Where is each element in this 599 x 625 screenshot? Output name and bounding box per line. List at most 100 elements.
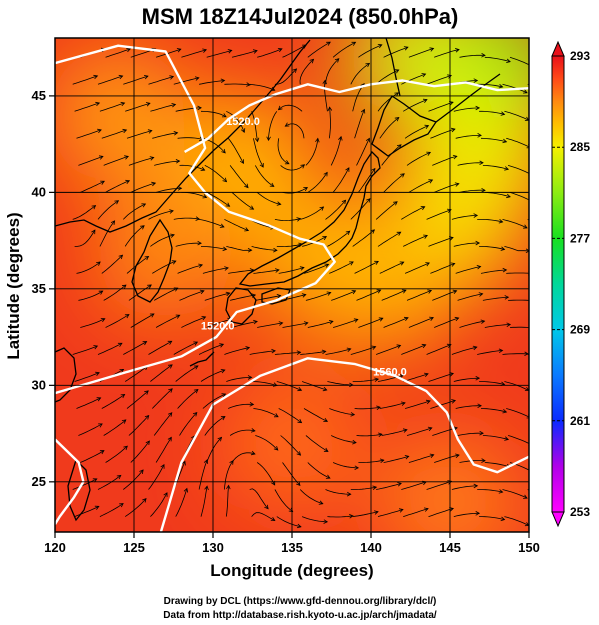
streamline-arrowhead bbox=[244, 183, 249, 189]
streamline-arrowhead bbox=[334, 58, 340, 63]
streamline-arrowhead bbox=[502, 409, 508, 414]
streamline-arrowhead bbox=[192, 412, 198, 417]
streamline bbox=[453, 512, 480, 517]
streamline-arrowhead bbox=[94, 505, 100, 510]
streamline-arrowhead bbox=[372, 485, 378, 491]
streamline-arrowhead bbox=[475, 376, 481, 381]
streamline bbox=[200, 110, 227, 118]
streamline-arrowhead bbox=[183, 487, 189, 493]
streamline-arrowhead bbox=[95, 101, 101, 107]
streamline-arrowhead bbox=[315, 137, 320, 143]
streamline-arrowhead bbox=[296, 350, 302, 355]
streamline bbox=[350, 198, 371, 220]
streamline-arrowhead bbox=[297, 418, 303, 424]
streamline bbox=[105, 445, 128, 463]
streamline-arrowhead bbox=[239, 159, 244, 165]
streamline bbox=[331, 290, 356, 301]
streamline-arrowhead bbox=[167, 412, 173, 417]
streamline bbox=[406, 290, 432, 301]
streamline bbox=[206, 318, 232, 328]
streamline bbox=[101, 254, 123, 274]
streamline bbox=[177, 389, 199, 409]
streamline-arrowhead bbox=[365, 62, 371, 68]
streamline-arrowhead bbox=[251, 293, 257, 298]
streamline-arrowhead bbox=[479, 160, 484, 166]
streamline-arrowhead bbox=[175, 159, 181, 164]
contour-label: 1520.0 bbox=[226, 116, 260, 128]
streamline bbox=[325, 489, 351, 495]
streamline bbox=[155, 314, 180, 328]
streamline-arrowhead bbox=[328, 320, 334, 325]
streamline bbox=[280, 294, 306, 301]
streamline-arrowhead bbox=[349, 261, 354, 266]
streamline-arrowhead bbox=[475, 105, 481, 111]
streamline bbox=[502, 353, 529, 355]
streamline bbox=[406, 427, 432, 436]
streamline-arrowhead bbox=[371, 167, 376, 173]
colorbar: 293 285 277 269 261 253 bbox=[551, 40, 590, 528]
streamline bbox=[307, 462, 331, 479]
streamline-arrowhead bbox=[394, 69, 400, 74]
streamline-arrowhead bbox=[197, 105, 202, 111]
streamline-arrowhead bbox=[259, 162, 264, 168]
streamline bbox=[257, 48, 283, 58]
streamline bbox=[530, 246, 555, 253]
colorbar-tick-label: 285 bbox=[570, 140, 590, 154]
streamline bbox=[484, 56, 511, 63]
streamline bbox=[181, 49, 207, 58]
streamline bbox=[307, 41, 331, 58]
streamline bbox=[128, 157, 154, 166]
streamline-arrowhead bbox=[399, 374, 404, 379]
streamline bbox=[99, 503, 124, 517]
streamline bbox=[329, 261, 354, 274]
streamline bbox=[428, 508, 454, 517]
streamline-arrowhead bbox=[264, 504, 269, 510]
streamline-arrowhead bbox=[425, 262, 430, 267]
streamline bbox=[527, 83, 529, 86]
streamline bbox=[404, 125, 429, 139]
streamline-arrowhead bbox=[149, 156, 155, 161]
streamline-arrowhead bbox=[396, 144, 402, 149]
streamline-arrowhead bbox=[249, 402, 255, 407]
streamline bbox=[105, 48, 131, 58]
streamline-arrowhead bbox=[125, 179, 131, 185]
streamline-arrowhead bbox=[273, 445, 279, 451]
streamline-arrowhead bbox=[296, 481, 301, 487]
streamline bbox=[403, 99, 428, 112]
streamline-arrowhead bbox=[168, 388, 173, 393]
streamline bbox=[331, 435, 357, 443]
streamline-arrowhead bbox=[322, 79, 327, 85]
streamline bbox=[177, 137, 204, 140]
lon-tick-label: 130 bbox=[202, 540, 224, 555]
streamline-arrowhead bbox=[401, 289, 407, 294]
streamline bbox=[103, 419, 127, 436]
streamline bbox=[426, 75, 452, 85]
streamline bbox=[200, 486, 208, 517]
streamline-arrowhead bbox=[204, 485, 209, 491]
streamline-arrowhead bbox=[124, 314, 130, 319]
streamline bbox=[502, 219, 528, 229]
streamline bbox=[358, 44, 382, 58]
streamline bbox=[76, 261, 101, 274]
streamline bbox=[72, 345, 98, 355]
streamline bbox=[148, 340, 172, 355]
streamline bbox=[303, 408, 328, 422]
streamline bbox=[249, 488, 269, 509]
streamline bbox=[527, 219, 529, 221]
streamline-arrowhead bbox=[277, 48, 283, 53]
streamline bbox=[332, 319, 358, 328]
streamline-arrowhead bbox=[249, 268, 255, 273]
streamline-arrowhead bbox=[524, 351, 529, 357]
streamline-arrowhead bbox=[478, 292, 484, 297]
streamline-arrowhead bbox=[523, 224, 528, 229]
streamline-arrowhead bbox=[249, 205, 255, 210]
streamline bbox=[150, 492, 168, 517]
streamline-arrowhead bbox=[118, 254, 124, 260]
streamline bbox=[504, 246, 529, 252]
streamline bbox=[303, 263, 329, 274]
streamline-arrowhead bbox=[171, 260, 177, 265]
streamline-arrowhead bbox=[378, 317, 384, 322]
streamline-arrowhead bbox=[345, 230, 351, 236]
streamline bbox=[401, 206, 425, 220]
streamline bbox=[150, 104, 176, 112]
